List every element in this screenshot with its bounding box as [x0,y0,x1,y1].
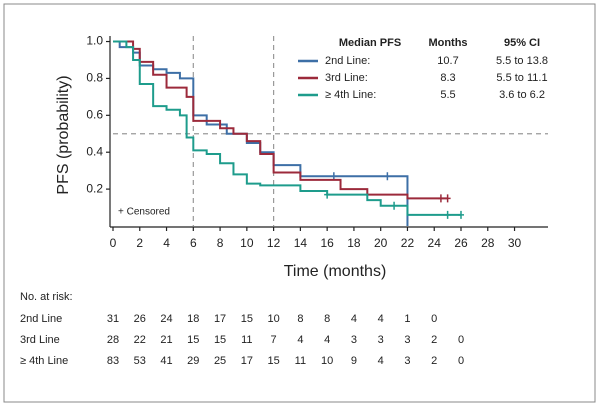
frame [3,3,596,403]
x-tick-label: 24 [428,236,442,250]
km-curve [113,40,448,200]
risk-value: 31 [107,313,119,325]
risk-value: 25 [214,355,226,367]
risk-value: 53 [134,355,146,367]
x-tick-label: 16 [320,236,334,250]
censor-mark [444,210,451,219]
x-tick-label: 22 [401,236,415,250]
x-tick-label: 0 [110,236,117,250]
risk-value: 15 [187,334,199,346]
risk-value: 2 [431,355,437,367]
risk-value: 21 [160,334,172,346]
risk-value: 10 [321,355,333,367]
legend-label: ≥ 4th Line: [325,89,376,101]
y-axis-label: PFS (probability) [55,75,72,194]
risk-value: 0 [431,313,437,325]
legend-label: 2nd Line: [325,55,370,67]
legend-ci: 5.5 to 13.8 [496,55,548,67]
legend-header: 95% CI [504,37,540,49]
y-tick-label: 0.2 [86,181,103,195]
y-tick-label: 0.6 [86,107,103,121]
x-tick-label: 8 [217,236,224,250]
risk-value: 1 [404,313,410,325]
risk-value: 17 [214,313,226,325]
x-tick-label: 10 [240,236,254,250]
legend-header: Months [428,37,467,49]
risk-value: 4 [378,355,384,367]
censor-mark [384,172,391,181]
risk-value: 18 [187,313,199,325]
x-tick-label: 26 [454,236,468,250]
censor-mark [324,190,331,199]
risk-value: 8 [297,313,303,325]
risk-value: 15 [267,355,279,367]
legend-ci: 3.6 to 6.2 [499,89,545,101]
x-tick-label: 18 [347,236,361,250]
risk-row-label: ≥ 4th Line [20,355,68,367]
risk-value: 11 [295,355,306,367]
risk-row-label: 3rd Line [20,334,60,346]
legend-header: Median PFS [339,37,401,49]
risk-value: 0 [458,355,464,367]
risk-value: 4 [378,313,384,325]
risk-value: 17 [241,355,253,367]
x-tick-label: 30 [508,236,522,250]
risk-value: 2 [431,334,437,346]
risk-value: 4 [297,334,303,346]
risk-value: 4 [351,313,357,325]
risk-value: 9 [351,355,357,367]
risk-value: 11 [241,334,252,346]
risk-value: 29 [187,355,199,367]
risk-value: 3 [351,334,357,346]
x-tick-label: 6 [190,236,197,250]
x-tick-label: 28 [481,236,495,250]
legend-ci: 5.5 to 11.1 [496,72,547,84]
x-tick-label: 20 [374,236,388,250]
risk-value: 0 [458,334,464,346]
risk-value: 15 [214,334,226,346]
legend-median: 5.5 [440,89,455,101]
x-tick-label: 12 [267,236,281,250]
x-tick-label: 14 [294,236,308,250]
km-curve [113,40,461,216]
censor-mark [330,172,337,181]
risk-value: 83 [107,355,119,367]
censor-mark [437,194,444,203]
risk-value: 26 [134,313,146,325]
risk-value: 7 [271,334,277,346]
x-tick-label: 4 [163,236,170,250]
y-tick-label: 0.4 [86,144,103,158]
y-tick-label: 1.0 [86,34,103,48]
legend-median: 10.7 [437,55,458,67]
risk-value: 41 [160,355,172,367]
risk-value: 3 [404,334,410,346]
censor-mark [391,201,398,210]
legend-median: 8.3 [440,72,455,84]
risk-value: 4 [324,334,330,346]
risk-value: 3 [404,355,410,367]
risk-value: 24 [160,313,172,325]
risk-value: 22 [134,334,146,346]
censor-mark [458,210,464,219]
risk-value: 8 [324,313,330,325]
x-axis-label: Time (months) [284,263,387,280]
x-tick-label: 2 [136,236,143,250]
legend-label: 3rd Line: [325,72,368,84]
risk-title: No. at risk: [20,291,73,303]
risk-value: 15 [241,313,253,325]
risk-value: 28 [107,334,119,346]
annotation: + Censored [118,207,170,218]
risk-row-label: 2nd Line [20,313,62,325]
y-tick-label: 0.8 [86,71,103,85]
risk-value: 3 [378,334,384,346]
censor-mark [444,194,451,203]
risk-value: 10 [267,313,279,325]
